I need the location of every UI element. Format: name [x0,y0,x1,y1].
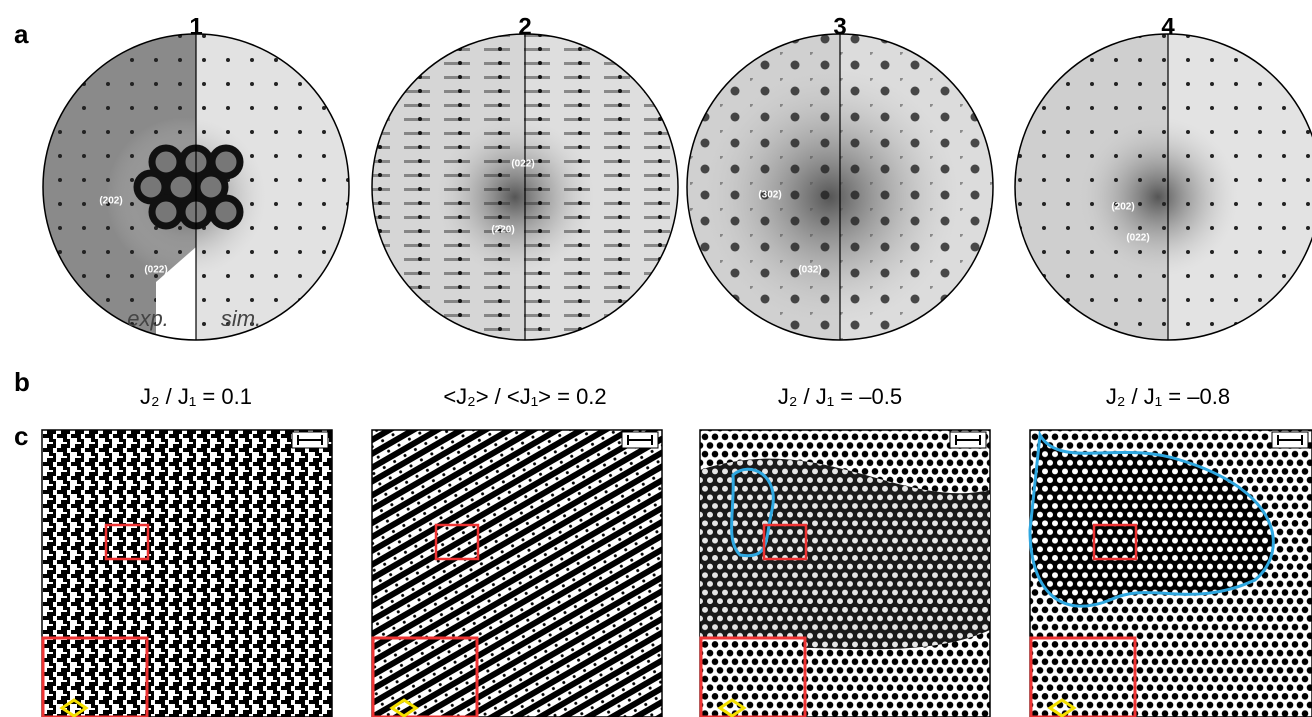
spot-label: (022) [144,265,167,276]
panel-label: c [14,421,28,451]
spot-label: (202) [99,196,122,207]
spot-label: (022) [511,159,534,170]
ratio-label: <J₂> / <J₁> = 0.2 [443,384,606,409]
spot-label: (2̄20) [491,225,514,236]
figure: abc1(202)(022)exp.sim.J₂ / J₁ = 0.12(022… [0,0,1312,717]
ratio-label: J₂ / J₁ = –0.5 [778,384,902,409]
ring [152,198,180,226]
side-label: sim. [221,306,261,331]
inset [43,638,147,717]
ring [212,198,240,226]
inset [701,638,805,717]
ring [212,148,240,176]
inset [1031,638,1135,717]
inset [373,638,477,717]
panel-label: b [14,367,30,397]
spot-label: (022) [1126,233,1149,244]
panel-label: a [14,19,29,49]
side-label: exp. [127,306,169,331]
spot-label: (302) [758,190,781,201]
spot-label: (202) [1111,202,1134,213]
ratio-label: J₂ / J₁ = 0.1 [140,384,252,409]
spot-label: (032) [798,265,821,276]
ratio-label: J₂ / J₁ = –0.8 [1106,384,1230,409]
